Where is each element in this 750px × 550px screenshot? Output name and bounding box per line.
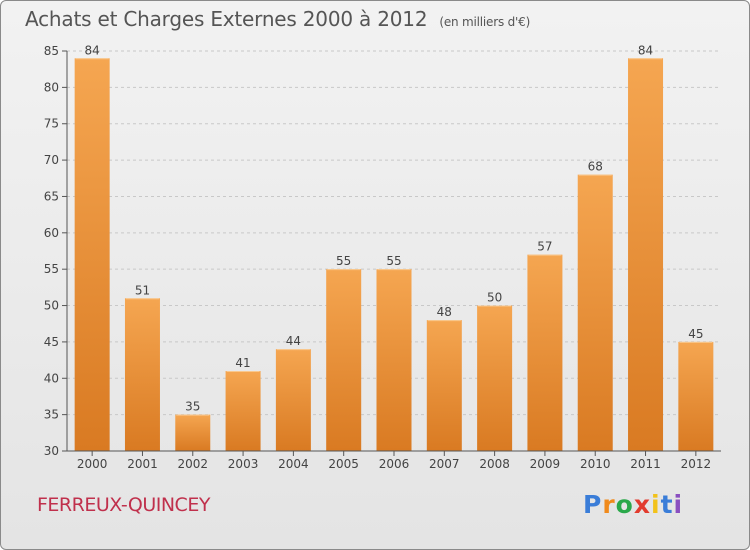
x-tick-label: 2011 [630, 457, 661, 471]
y-tick-label: 35 [44, 408, 59, 422]
x-tick-label: 2005 [328, 457, 359, 471]
chart-unit: (en milliers d'€) [439, 15, 531, 29]
logo-letter: i [651, 490, 661, 519]
logo-letter: i [673, 490, 684, 519]
value-label: 57 [537, 240, 552, 254]
y-tick-label: 65 [44, 189, 59, 203]
y-tick-label: 50 [44, 299, 59, 313]
value-label: 68 [588, 160, 603, 174]
bar-2012 [678, 341, 714, 451]
commune-name: FERREUX-QUINCEY [37, 494, 210, 516]
y-tick-label: 40 [44, 371, 59, 385]
x-tick-label: 2007 [429, 457, 460, 471]
y-tick-label: 60 [44, 226, 59, 240]
bar-2010 [577, 174, 613, 452]
y-tick-label: 30 [44, 444, 59, 458]
logo-letter: r [602, 490, 616, 519]
bar-2008 [477, 305, 513, 451]
x-tick-label: 2009 [530, 457, 561, 471]
x-tick-label: 2001 [127, 457, 158, 471]
x-tick-label: 2006 [379, 457, 410, 471]
y-tick-label: 75 [44, 117, 59, 131]
bar-2003 [225, 371, 261, 451]
bar-layer [74, 58, 714, 452]
proxiti-logo[interactable]: Proxiti [583, 490, 683, 519]
bar-2004 [275, 349, 311, 451]
x-tick-label: 2003 [228, 457, 259, 471]
x-tick-label: 2004 [278, 457, 309, 471]
value-label: 51 [135, 283, 150, 297]
value-label: 41 [235, 356, 250, 370]
value-label: 55 [336, 254, 351, 268]
value-label: 44 [286, 334, 301, 348]
value-label: 48 [437, 305, 452, 319]
x-tick-label: 2008 [479, 457, 510, 471]
logo-letter: t [660, 490, 674, 519]
bar-2011 [628, 58, 664, 451]
bar-2002 [175, 414, 211, 451]
chart-title-text: Achats et Charges Externes 2000 à 2012 [25, 7, 428, 31]
value-label: 55 [386, 254, 401, 268]
value-label: 84 [638, 43, 653, 57]
y-tick-label: 80 [44, 80, 59, 94]
y-tick-label: 85 [44, 44, 59, 58]
y-tick-label: 45 [44, 335, 59, 349]
bar-2007 [426, 320, 462, 451]
y-tick-label: 55 [44, 262, 59, 276]
bar-2006 [376, 269, 412, 451]
x-tick-label: 2012 [681, 457, 712, 471]
x-tick-label: 2002 [177, 457, 208, 471]
label-layer: 84 51 35 41 44 55 55 48 50 57 68 84 45 [85, 43, 704, 413]
value-label: 35 [185, 400, 200, 414]
logo-letter: o [615, 490, 634, 519]
logo-letter: x [633, 490, 651, 519]
value-label: 50 [487, 291, 502, 305]
bar-2000 [74, 58, 110, 451]
value-label: 45 [688, 327, 703, 341]
chart-title: Achats et Charges Externes 2000 à 2012 (e… [25, 7, 530, 31]
bar-2009 [527, 254, 563, 451]
logo-letter: P [583, 490, 603, 519]
y-tick-label: 70 [44, 153, 59, 167]
x-tick-label: 2000 [77, 457, 108, 471]
axis-layer: 30 35 40 45 50 55 60 65 70 75 80 85 2000 2001 2002 2003… [44, 44, 721, 471]
bar-2001 [124, 298, 160, 451]
bar-2005 [326, 269, 362, 451]
value-label: 84 [85, 43, 100, 57]
x-tick-label: 2010 [580, 457, 611, 471]
